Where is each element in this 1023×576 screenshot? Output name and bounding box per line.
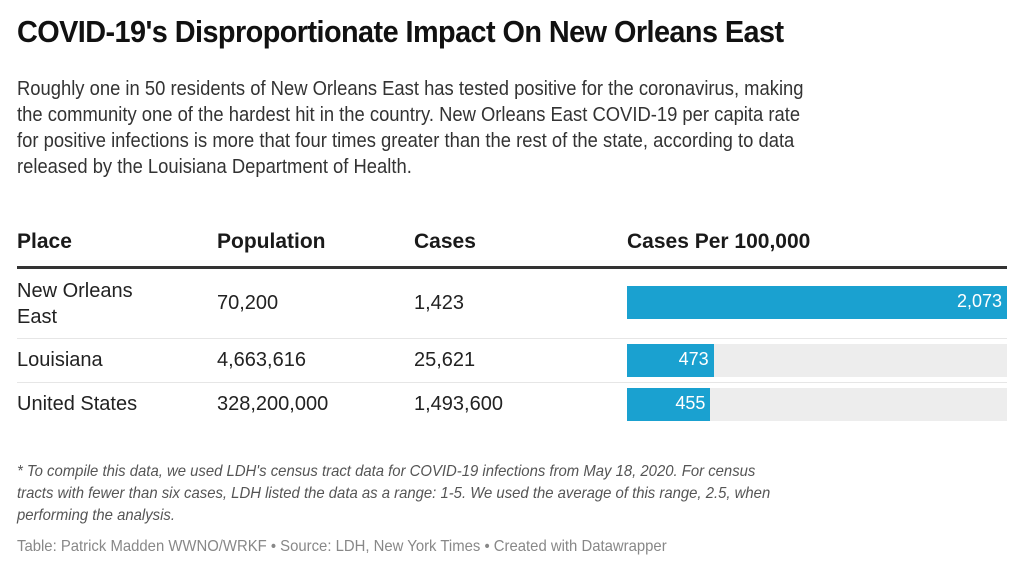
intro-line: the community one of the hardest hit in … bbox=[17, 104, 801, 126]
footnote-line: * To compile this data, we used LDH's ce… bbox=[17, 463, 756, 480]
table-row: Louisiana 4,663,616 25,621 473 bbox=[17, 339, 1007, 383]
bar: 455 bbox=[627, 388, 711, 421]
row-divider bbox=[17, 338, 1007, 339]
place-line: East bbox=[17, 306, 58, 328]
header-cases[interactable]: Cases bbox=[414, 230, 476, 253]
place-cell: United States bbox=[17, 393, 138, 415]
population-cell: 70,200 bbox=[217, 292, 279, 314]
place-line: New Orleans bbox=[17, 280, 133, 302]
footnote: * To compile this data, we used LDH's ce… bbox=[17, 461, 1017, 527]
intro-text: Roughly one in 50 residents of New Orlea… bbox=[17, 76, 1017, 180]
table-row: New Orleans East 70,200 1,423 2,073 bbox=[17, 269, 1007, 339]
table-row: United States 328,200,000 1,493,600 455 bbox=[17, 383, 1007, 427]
footnote-line: performing the analysis. bbox=[17, 507, 175, 524]
intro-line: for positive infections is more that fou… bbox=[17, 130, 795, 152]
header-divider bbox=[17, 266, 1007, 269]
cases-cell: 25,621 bbox=[414, 349, 476, 371]
bar-value-label: 2,073 bbox=[956, 291, 1002, 311]
population-cell: 4,663,616 bbox=[217, 349, 306, 371]
source-credit: Table: Patrick Madden WWNO/WRKF • Source… bbox=[17, 538, 667, 555]
header-population[interactable]: Population bbox=[217, 230, 326, 253]
header-cases-per-100k[interactable]: Cases Per 100,000 bbox=[627, 230, 811, 253]
bar: 2,073 bbox=[627, 286, 1007, 319]
footnote-line: tracts with fewer than six cases, LDH li… bbox=[17, 485, 771, 502]
intro-line: released by the Louisiana Department of … bbox=[17, 156, 412, 178]
place-cell: Louisiana bbox=[17, 349, 103, 371]
bar-value-label: 455 bbox=[675, 393, 706, 413]
bar: 473 bbox=[627, 344, 714, 377]
intro-line: Roughly one in 50 residents of New Orlea… bbox=[17, 78, 804, 100]
row-divider bbox=[17, 382, 1007, 383]
bar-value-label: 473 bbox=[678, 349, 709, 369]
place-cell: New Orleans East bbox=[17, 278, 133, 330]
header-place[interactable]: Place bbox=[17, 230, 72, 253]
population-cell: 328,200,000 bbox=[217, 393, 329, 415]
cases-cell: 1,493,600 bbox=[414, 393, 503, 415]
cases-cell: 1,423 bbox=[414, 292, 465, 314]
chart-title: COVID-19's Disproportionate Impact On Ne… bbox=[17, 14, 784, 49]
